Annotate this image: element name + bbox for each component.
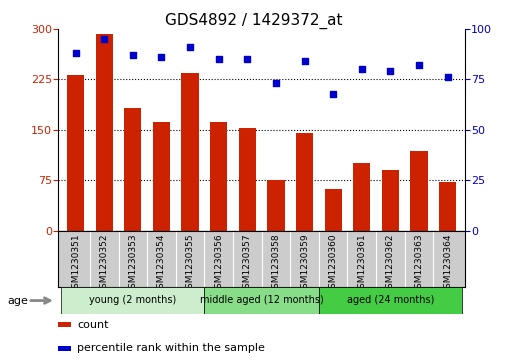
- Point: [72, 50, 80, 56]
- Bar: [296, 133, 313, 231]
- Point: [186, 44, 194, 50]
- Text: percentile rank within the sample: percentile rank within the sample: [77, 343, 265, 354]
- Bar: [410, 151, 428, 231]
- Point: [100, 36, 108, 42]
- Bar: [267, 180, 284, 231]
- Bar: [382, 170, 399, 231]
- Bar: [239, 128, 256, 231]
- Bar: [181, 73, 199, 231]
- Text: count: count: [77, 320, 109, 330]
- Bar: [439, 182, 456, 231]
- FancyBboxPatch shape: [204, 287, 319, 314]
- Point: [329, 91, 337, 97]
- Text: GSM1230354: GSM1230354: [157, 233, 166, 294]
- Text: young (2 months): young (2 months): [89, 295, 176, 305]
- FancyBboxPatch shape: [319, 287, 462, 314]
- Text: GSM1230357: GSM1230357: [243, 233, 252, 294]
- FancyBboxPatch shape: [61, 287, 204, 314]
- Point: [443, 74, 452, 80]
- Text: GSM1230355: GSM1230355: [185, 233, 195, 294]
- Text: GSM1230364: GSM1230364: [443, 233, 452, 294]
- Point: [415, 62, 423, 68]
- Point: [214, 56, 223, 62]
- Bar: [210, 122, 227, 231]
- Text: age: age: [8, 295, 28, 306]
- Bar: [96, 34, 113, 231]
- Point: [129, 52, 137, 58]
- Bar: [353, 163, 370, 231]
- Bar: [325, 189, 342, 231]
- Point: [358, 66, 366, 72]
- Point: [387, 69, 395, 74]
- Text: GSM1230356: GSM1230356: [214, 233, 223, 294]
- Text: aged (24 months): aged (24 months): [347, 295, 434, 305]
- Point: [301, 58, 309, 64]
- Text: middle aged (12 months): middle aged (12 months): [200, 295, 324, 305]
- Text: GSM1230359: GSM1230359: [300, 233, 309, 294]
- Text: GSM1230358: GSM1230358: [271, 233, 280, 294]
- Bar: [124, 107, 141, 231]
- Text: GDS4892 / 1429372_at: GDS4892 / 1429372_at: [165, 13, 343, 29]
- Text: GSM1230360: GSM1230360: [329, 233, 338, 294]
- Text: GSM1230363: GSM1230363: [415, 233, 424, 294]
- Bar: [67, 75, 84, 231]
- Point: [157, 54, 166, 60]
- Text: GSM1230352: GSM1230352: [100, 233, 109, 294]
- Point: [272, 81, 280, 86]
- Text: GSM1230351: GSM1230351: [71, 233, 80, 294]
- Text: GSM1230353: GSM1230353: [129, 233, 137, 294]
- Text: GSM1230361: GSM1230361: [357, 233, 366, 294]
- Text: GSM1230362: GSM1230362: [386, 233, 395, 294]
- Point: [243, 56, 251, 62]
- Bar: [153, 122, 170, 231]
